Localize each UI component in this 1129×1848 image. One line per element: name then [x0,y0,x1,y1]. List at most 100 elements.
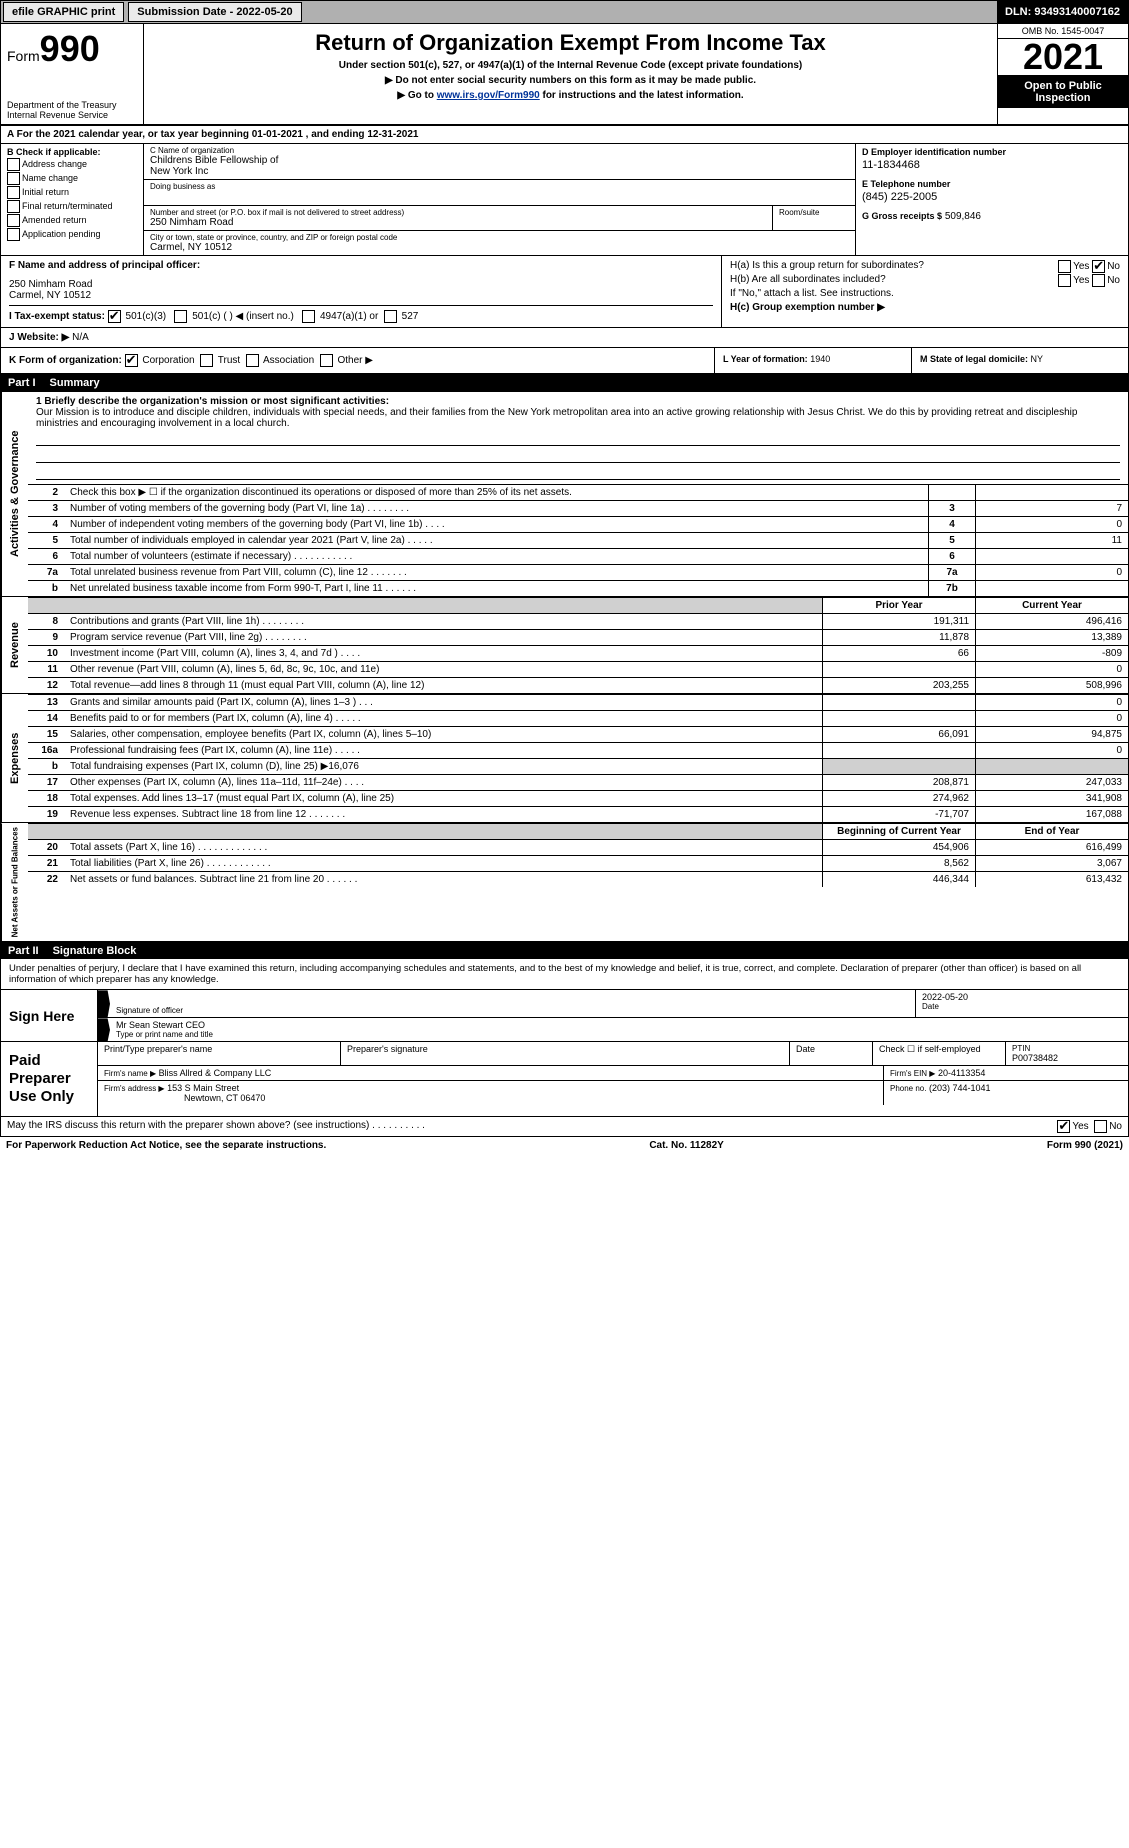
ha-no-cb[interactable] [1092,260,1105,273]
may-discuss-answer: Yes No [966,1117,1128,1136]
part2-title: Signature Block [53,945,137,957]
l-year: L Year of formation: 1940 [715,348,912,373]
m-label: M State of legal domicile: [920,354,1028,364]
form-footer: Form 990 (2021) [1047,1140,1123,1151]
current-year-val: 3,067 [976,856,1129,872]
form-990-label: Form990 [7,28,137,70]
row-text: Check this box ▶ ☐ if the organization d… [64,485,929,501]
sig-date-value: 2022-05-20 [922,992,1122,1002]
may-no-cb[interactable] [1094,1120,1107,1133]
part2-header: Part II Signature Block [0,943,1129,959]
row-text: Program service revenue (Part VIII, line… [64,630,823,646]
ha-label: H(a) Is this a group return for subordin… [730,260,924,271]
sig-date-cell: 2022-05-20 Date [916,990,1128,1017]
cb-initial-return[interactable]: Initial return [7,186,137,199]
row-text: Total fundraising expenses (Part IX, col… [64,759,823,775]
prior-year-val: 446,344 [823,872,976,888]
governance-table: 2 Check this box ▶ ☐ if the organization… [28,484,1128,596]
table-row: 10 Investment income (Part VIII, column … [28,646,1128,662]
governance-block: Activities & Governance 1 Briefly descri… [0,391,1129,597]
irs-link[interactable]: www.irs.gov/Form990 [437,90,540,101]
gross-row: G Gross receipts $ 509,846 [862,211,1122,222]
city-label: City or town, state or province, country… [150,233,849,242]
cb-assoc[interactable] [246,354,259,367]
expenses-content: 13 Grants and similar amounts paid (Part… [28,694,1128,822]
col-b-heading: B Check if applicable: [7,147,137,157]
ein-value: 11-1834468 [862,159,1122,171]
table-row: 9 Program service revenue (Part VIII, li… [28,630,1128,646]
table-row: 18 Total expenses. Add lines 13–17 (must… [28,791,1128,807]
current-year-val: 616,499 [976,840,1129,856]
row-box: 6 [929,549,976,565]
row-text: Contributions and grants (Part VIII, lin… [64,614,823,630]
current-year-val: 0 [976,662,1129,678]
k-label: K Form of organization: [9,355,122,366]
cb-label: Address change [22,159,87,169]
sign-here-row: Sign Here Signature of officer 2022-05-2… [0,989,1129,1041]
may-yes-cb[interactable] [1057,1120,1070,1133]
current-year-val: 341,908 [976,791,1129,807]
cb-label: Application pending [22,229,101,239]
sig-officer-line: Signature of officer 2022-05-20 Date [98,990,1128,1018]
row-text: Total assets (Part X, line 16) . . . . .… [64,840,823,856]
cb-address-change[interactable]: Address change [7,158,137,171]
form-note2: ▶ Go to www.irs.gov/Form990 for instruct… [150,90,991,101]
may-discuss-text: May the IRS discuss this return with the… [1,1117,966,1136]
hb-note: If "No," attach a list. See instructions… [730,288,1120,299]
blank-line [36,431,1120,446]
cb-other[interactable] [320,354,333,367]
table-row: 7a Total unrelated business revenue from… [28,565,1128,581]
f-addr2: Carmel, NY 10512 [9,290,713,301]
firm-phone-value: (203) 744-1041 [929,1083,991,1093]
row-i: I Tax-exempt status: 501(c)(3) 501(c) ( … [9,305,713,323]
netassets-block: Net Assets or Fund Balances Beginning of… [0,823,1129,943]
k-form-org: K Form of organization: Corporation Trus… [1,348,715,373]
row-text: Number of voting members of the governin… [64,501,929,517]
l-value: 1940 [810,354,830,364]
cb-application-pending[interactable]: Application pending [7,228,137,241]
mission-text: Our Mission is to introduce and disciple… [36,407,1120,429]
gross-value: 509,846 [945,211,981,222]
hb-no-cb[interactable] [1092,274,1105,287]
row-num: 17 [28,775,64,791]
ha-yes-cb[interactable] [1058,260,1071,273]
trust-label: Trust [218,355,240,366]
row-a-period: A For the 2021 calendar year, or tax yea… [0,126,1129,144]
table-row: 17 Other expenses (Part IX, column (A), … [28,775,1128,791]
cb-527[interactable] [384,310,397,323]
vtab-revenue: Revenue [1,597,28,693]
row-text: Net assets or fund balances. Subtract li… [64,872,823,888]
cb-501c[interactable] [174,310,187,323]
row-text: Total unrelated business revenue from Pa… [64,565,929,581]
row-num: 5 [28,533,64,549]
cb-corp[interactable] [125,354,138,367]
form-note1: ▶ Do not enter social security numbers o… [150,75,991,86]
current-year-val: 0 [976,711,1129,727]
sig-name-line: Mr Sean Stewart CEO Type or print name a… [98,1018,1128,1041]
row-num: 6 [28,549,64,565]
cb-name-change[interactable]: Name change [7,172,137,185]
hb-yes-cb[interactable] [1058,274,1071,287]
ptin-value: P00738482 [1012,1053,1122,1063]
cb-amended-return[interactable]: Amended return [7,214,137,227]
dept-label: Department of the Treasury [7,100,137,110]
prep-check-cell: Check ☐ if self-employed [873,1042,1006,1065]
blank-line [36,465,1120,480]
open-public-badge: Open to Public Inspection [998,76,1128,108]
current-year-val: 167,088 [976,807,1129,823]
cb-4947[interactable] [302,310,315,323]
cb-501c3[interactable] [108,310,121,323]
j-value: N/A [72,332,89,343]
gross-label: G Gross receipts $ [862,211,942,221]
row-text: Total liabilities (Part X, line 26) . . … [64,856,823,872]
addr-value: 250 Nimham Road [150,217,766,228]
cb-trust[interactable] [200,354,213,367]
row-text: Other revenue (Part VIII, column (A), li… [64,662,823,678]
city-value: Carmel, NY 10512 [150,242,849,253]
cb-final-return[interactable]: Final return/terminated [7,200,137,213]
netassets-table: Beginning of Current Year End of Year 20… [28,823,1128,887]
header-right: OMB No. 1545-0047 2021 Open to Public In… [997,24,1128,124]
cat-no: Cat. No. 11282Y [649,1140,723,1151]
paperwork-text: For Paperwork Reduction Act Notice, see … [6,1140,326,1151]
form-word: Form [7,48,40,64]
